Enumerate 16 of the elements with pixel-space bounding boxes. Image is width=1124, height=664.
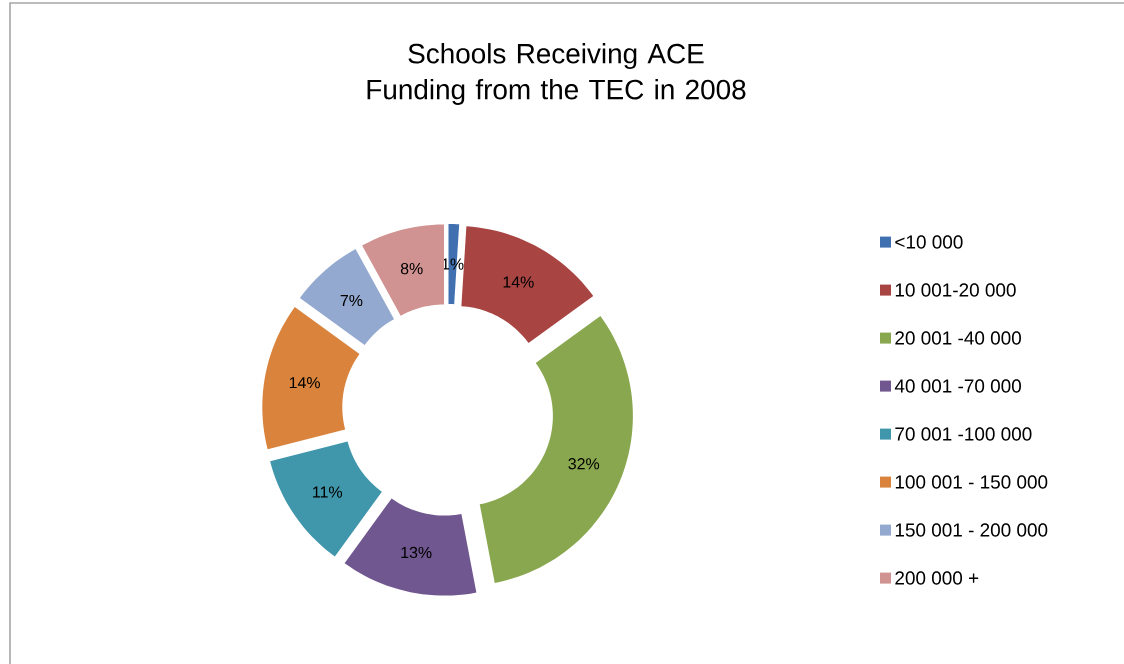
legend-label: <10 000 <box>895 235 963 249</box>
legend-label: 20 001 -40 000 <box>895 331 1021 345</box>
data-label: 11% <box>313 486 343 498</box>
data-label: 7% <box>340 294 363 307</box>
legend-label: 40 001 -70 000 <box>894 379 1021 393</box>
legend-label: 100 001 - 150 000 <box>895 475 1048 489</box>
legend-label: 70 001 -100 000 <box>895 427 1032 441</box>
legend-label: 10 001-20 000 <box>895 283 1016 297</box>
chart-title: Schools Receiving ACE Funding from the TEC in 2008 <box>367 43 746 105</box>
data-label: 32% <box>568 458 600 470</box>
data-label: 13% <box>401 546 432 559</box>
data-label: 8% <box>400 262 423 275</box>
data-label: 14% <box>289 377 320 389</box>
legend-label: 200 000 + <box>895 571 979 585</box>
data-label: 14% <box>503 276 534 288</box>
legend-label: 150 001 - 200 000 <box>895 523 1048 537</box>
